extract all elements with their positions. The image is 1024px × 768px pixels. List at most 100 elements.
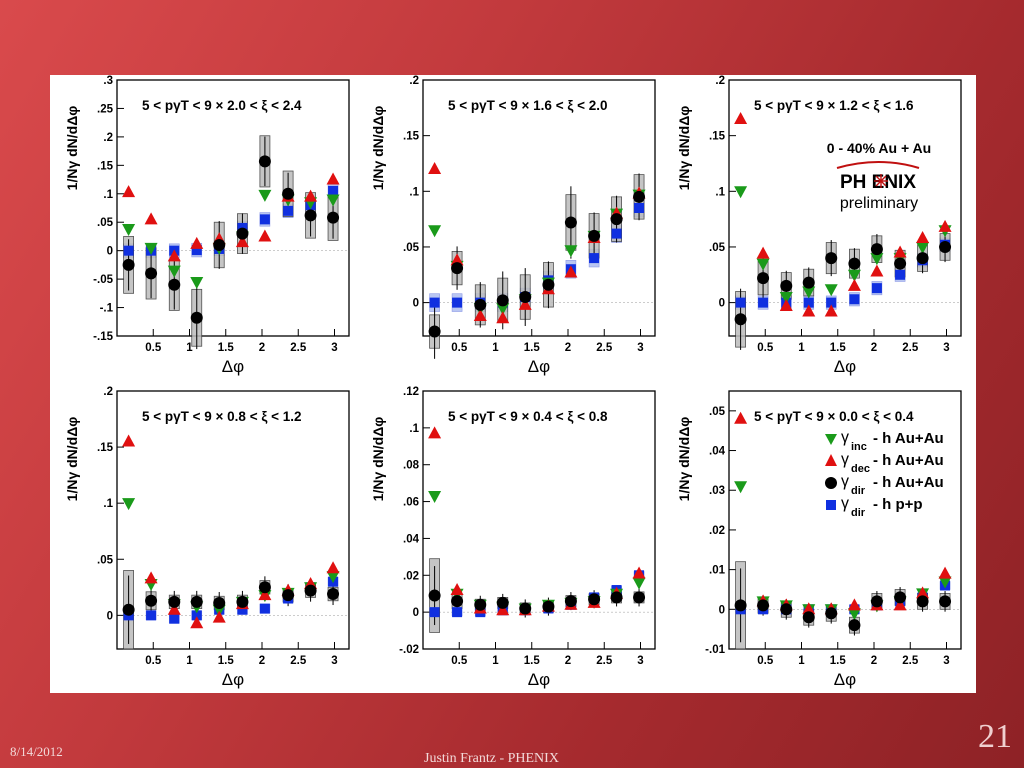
dir-point bbox=[190, 595, 203, 608]
legend-marker bbox=[825, 454, 837, 466]
panel-title: 5 < pγT < 9 × 2.0 < ξ < 2.4 bbox=[142, 98, 302, 113]
x-tick-label: 2 bbox=[259, 342, 265, 354]
y-tick-label: .12 bbox=[403, 386, 419, 398]
dec-point bbox=[428, 162, 442, 175]
x-axis-label: Δφ bbox=[834, 670, 856, 689]
x-tick-label: 0.5 bbox=[757, 655, 774, 667]
legend-subscript: inc bbox=[851, 441, 867, 453]
logo-star-ray bbox=[880, 180, 887, 187]
dec-point bbox=[326, 172, 340, 185]
dec-point bbox=[167, 249, 181, 262]
pp-point bbox=[328, 185, 339, 196]
panel-title: 5 < pγT < 9 × 0.8 < ξ < 1.2 bbox=[142, 409, 302, 424]
legend-marker bbox=[825, 477, 837, 489]
legend-label: - h Au+Au bbox=[873, 452, 944, 469]
x-tick-label: 2 bbox=[871, 342, 877, 354]
plot-frame bbox=[728, 79, 962, 337]
dec-point bbox=[893, 245, 907, 258]
panel-title: 5 < pγT < 9 × 0.0 < ξ < 0.4 bbox=[754, 409, 914, 424]
dec-point bbox=[916, 231, 930, 244]
inc-point bbox=[258, 189, 272, 202]
inc-point bbox=[938, 576, 952, 589]
pp-point bbox=[237, 604, 248, 615]
dec-point bbox=[122, 185, 136, 198]
dec-point bbox=[893, 598, 907, 611]
legend-subscript: dir bbox=[851, 507, 866, 519]
x-tick-label: 1 bbox=[492, 655, 499, 667]
y-tick-label: .06 bbox=[403, 497, 419, 509]
dir-point bbox=[258, 581, 271, 594]
inc-point bbox=[428, 225, 442, 238]
dir-point bbox=[610, 213, 623, 226]
pp-point bbox=[146, 610, 157, 621]
dir-point bbox=[802, 611, 815, 624]
y-tick-label: .02 bbox=[709, 525, 725, 537]
chart-panel-2: 0 .05 .1 .15 .2 0.5 1 1.5 2 2.5 3 Δφ 1/Nγ dN/dΔφ 5 < … bbox=[370, 75, 656, 376]
dir-point bbox=[519, 291, 532, 304]
dec-point bbox=[122, 434, 136, 447]
dir-point bbox=[780, 603, 793, 616]
chart-panel-3: 0 .05 .1 .15 .2 0.5 1 1.5 2 2.5 3 Δφ 1/Nγ dN/dΔφ 5 < … bbox=[676, 75, 962, 376]
pp-point bbox=[758, 297, 769, 308]
y-tick-label: .1 bbox=[715, 186, 725, 198]
inc-point bbox=[122, 498, 136, 511]
chart-panel-5: -.02 0 .02 .04 .06 .08 .1 .12 0.5 1 1.5 2 2.5 3 Δφ 1/Nγ… bbox=[370, 386, 656, 689]
pp-point bbox=[589, 253, 600, 264]
y-axis-label: 1/Nγ dN/dΔφ bbox=[370, 417, 386, 502]
footer-author: Justin Frantz - PHENIX bbox=[424, 751, 559, 766]
dir-point bbox=[168, 595, 181, 608]
pp-point bbox=[895, 269, 906, 280]
dir-point bbox=[825, 252, 838, 265]
y-axis-label: 1/Nγ dN/dΔφ bbox=[370, 106, 386, 191]
y-tick-label: .05 bbox=[403, 242, 420, 254]
y-tick-label: -.1 bbox=[100, 303, 114, 315]
x-tick-label: 2.5 bbox=[902, 342, 919, 354]
dir-point bbox=[496, 294, 509, 307]
inc-point bbox=[144, 242, 158, 255]
preliminary-label: preliminary bbox=[840, 195, 918, 212]
dir-point bbox=[916, 252, 929, 265]
dec-point bbox=[847, 278, 861, 291]
logo-text: PH ENIX bbox=[840, 172, 916, 193]
pp-point bbox=[735, 297, 746, 308]
y-tick-label: .05 bbox=[709, 406, 726, 418]
pp-point bbox=[871, 283, 882, 294]
x-tick-label: 2 bbox=[565, 655, 571, 667]
dir-point bbox=[304, 209, 317, 222]
dec-point bbox=[235, 235, 249, 248]
dec-point bbox=[802, 304, 816, 317]
inc-point bbox=[632, 577, 646, 590]
dir-point bbox=[122, 258, 135, 271]
inc-point bbox=[167, 265, 181, 278]
inc-point bbox=[326, 194, 340, 207]
legend-symbol: γ bbox=[841, 451, 849, 468]
pp-point bbox=[429, 297, 440, 308]
inc-point bbox=[916, 241, 930, 254]
y-tick-label: .1 bbox=[409, 186, 419, 198]
y-tick-label: 0 bbox=[413, 607, 419, 619]
pp-point bbox=[452, 297, 463, 308]
y-tick-label: .2 bbox=[103, 132, 113, 144]
inc-point bbox=[190, 276, 204, 289]
slide-number: 21 bbox=[978, 718, 1012, 755]
x-tick-label: 1.5 bbox=[830, 342, 847, 354]
dec-point bbox=[824, 304, 838, 317]
chart-panel-6: -.01 0 .01 .02 .03 .04 .05 0.5 1 1.5 2 2.5 3 Δφ 1/Nγ d… bbox=[676, 390, 962, 689]
dec-point bbox=[428, 426, 442, 439]
pp-point bbox=[849, 294, 860, 305]
legend-symbol: γ bbox=[841, 495, 849, 512]
dir-point bbox=[145, 267, 158, 280]
inc-point bbox=[326, 571, 340, 584]
x-tick-label: 1.5 bbox=[524, 342, 541, 354]
y-tick-label: .1 bbox=[103, 498, 113, 510]
pp-point bbox=[611, 228, 622, 239]
chart-panel-1: -.15 -.1 -.05 0 .05 .1 .15 .2 .25 .3 0.5 1 1.5 2 2.5 3 Δ… bbox=[64, 75, 350, 376]
dec-point bbox=[496, 603, 510, 616]
dec-point bbox=[779, 298, 793, 311]
x-tick-label: 1.5 bbox=[524, 655, 541, 667]
dec-point bbox=[916, 586, 930, 599]
x-tick-label: 2 bbox=[871, 655, 877, 667]
legend-label: - h Au+Au bbox=[873, 430, 944, 447]
dir-point bbox=[428, 589, 441, 602]
